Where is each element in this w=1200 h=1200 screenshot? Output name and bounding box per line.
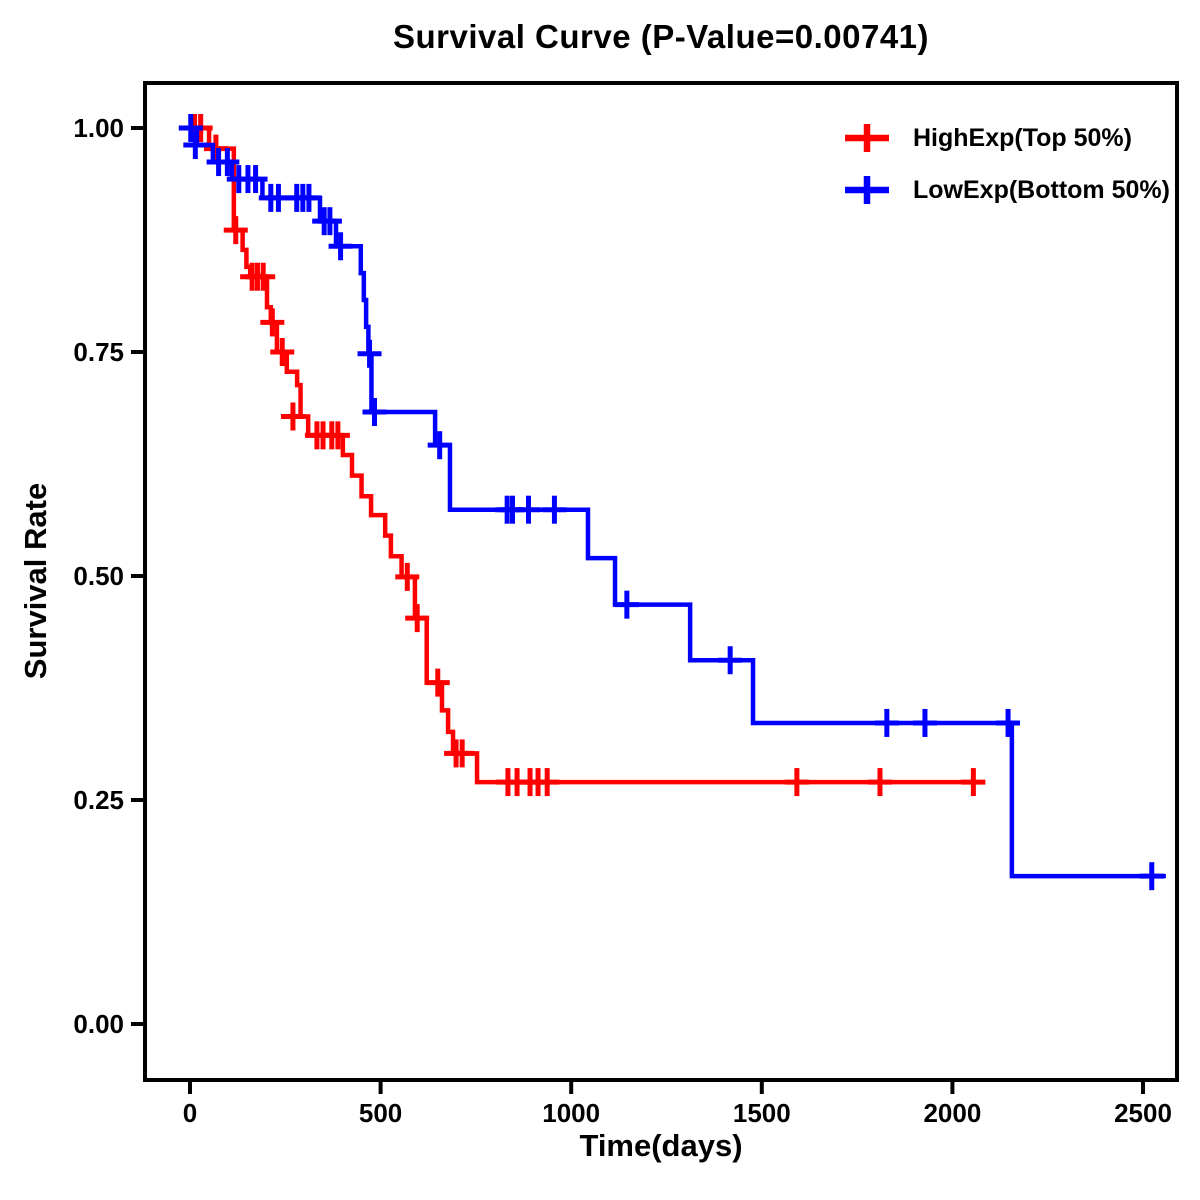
x-tick-label-2500: 2500 [1114,1098,1172,1128]
survival-curve-lowexp [190,125,1166,879]
y-tick-label-0.25: 0.25 [73,785,124,815]
y-tick-label-0.00: 0.00 [73,1009,124,1039]
x-tick-label-1500: 1500 [732,1098,791,1128]
plot-border [143,81,1179,1082]
legend-label-lowexp: LowExp(Bottom 50%) [913,176,1170,204]
y-tick-label-0.75: 0.75 [73,337,124,367]
x-tick-label-1000: 1000 [542,1098,601,1128]
x-axis-label: Time(days) [579,1128,743,1163]
y-tick-label-0.50: 0.50 [73,561,124,591]
x-tick-label-0: 0 [182,1098,198,1128]
x-tick-label-500: 500 [358,1098,403,1128]
y-tick-label-1.00: 1.00 [73,113,124,143]
x-tick-label-2000: 2000 [923,1098,982,1128]
chart-title: Survival Curve (P-Value=0.00741) [392,18,930,55]
legend-label-highexp: HighExp(Top 50%) [913,124,1132,152]
survival-curve-highexp [190,125,976,785]
